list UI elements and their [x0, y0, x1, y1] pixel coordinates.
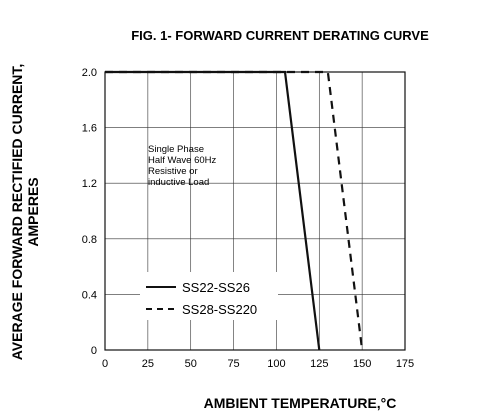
x-tick-label: 175 [396, 358, 414, 370]
legend: SS22-SS26 SS28-SS220 [140, 272, 278, 320]
series-line-ss28-ss220 [105, 70, 364, 351]
y-axis-title: AVERAGE FORWARD RECTIFIED CURRENT, AMPER… [9, 64, 41, 361]
legend-background [140, 272, 278, 320]
x-tick-label: 150 [353, 358, 371, 370]
x-tick-label: 50 [185, 358, 197, 370]
legend-label-ss22-ss26: SS22-SS26 [182, 280, 250, 295]
tick-labels: 0 25 50 75 100 125 150 175 0 0.4 0.8 1.2 1.6 2.0 [82, 67, 414, 370]
annotation-line-4: inductive Load [148, 177, 209, 188]
x-tick-label: 25 [142, 358, 154, 370]
legend-label-ss28-ss220: SS28-SS220 [182, 302, 257, 317]
annotation-line-3: Resistive or [148, 166, 198, 177]
y-axis-title-line-2: AMPERES [25, 177, 41, 246]
y-tick-label: 1.6 [82, 123, 97, 135]
annotation-line-2: Half Wave 60Hz [148, 155, 217, 166]
x-tick-label: 125 [310, 358, 328, 370]
annotation-line-1: Single Phase [148, 144, 204, 155]
y-axis-title-line-1: AVERAGE FORWARD RECTIFIED CURRENT, [9, 64, 25, 361]
x-tick-label: 0 [102, 358, 108, 370]
y-tick-label: 2.0 [82, 67, 97, 79]
chart-title: FIG. 1- FORWARD CURRENT DERATING CURVE [131, 28, 429, 43]
y-tick-label: 0 [91, 345, 97, 357]
x-axis-title: AMBIENT TEMPERATURE,°C [204, 395, 397, 411]
x-tick-label: 75 [227, 358, 239, 370]
y-tick-label: 0.4 [82, 289, 97, 301]
series-lines [105, 70, 364, 351]
y-tick-label: 1.2 [82, 178, 97, 190]
x-tick-label: 100 [267, 358, 285, 370]
load-annotation: Single Phase Half Wave 60Hz Resistive or… [148, 144, 217, 188]
y-tick-label: 0.8 [82, 234, 97, 246]
